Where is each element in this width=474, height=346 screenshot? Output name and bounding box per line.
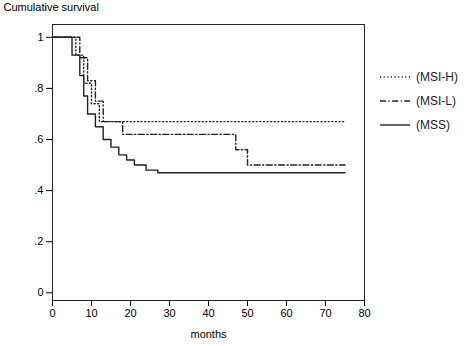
svg-text:months: months: [190, 328, 227, 340]
html-text:(MSI-H): (MSI-H): [416, 70, 458, 84]
svg-text:40: 40: [202, 307, 214, 319]
svg-text:80: 80: [358, 307, 370, 319]
svg-text:30: 30: [163, 307, 175, 319]
svg-text:.4: .4: [34, 184, 43, 196]
svg-text:50: 50: [241, 307, 253, 319]
svg-text:Cumulative survival: Cumulative survival: [4, 1, 99, 13]
svg-text:1: 1: [37, 31, 43, 43]
svg-text:0: 0: [37, 286, 43, 298]
svg-text:.6: .6: [34, 133, 43, 145]
html-text:(MSI-L): (MSI-L): [416, 94, 456, 108]
svg-text:0: 0: [49, 307, 55, 319]
svg-text:.2: .2: [34, 235, 43, 247]
html-text:(MSS): (MSS): [416, 118, 450, 132]
svg-text:20: 20: [124, 307, 136, 319]
svg-text:10: 10: [85, 307, 97, 319]
svg-text:70: 70: [319, 307, 331, 319]
svg-text:60: 60: [280, 307, 292, 319]
svg-text:.8: .8: [34, 82, 43, 94]
